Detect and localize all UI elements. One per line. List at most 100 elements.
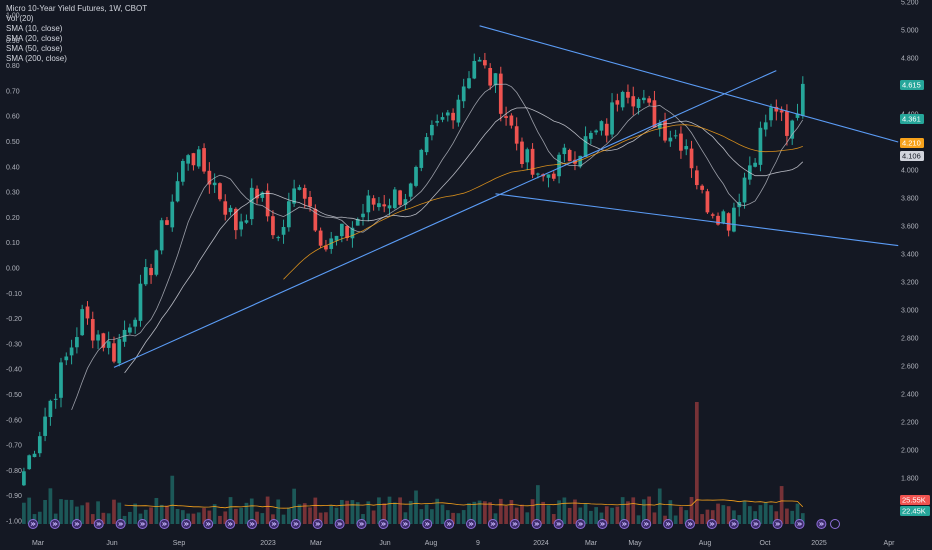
- event-icon-arrows: [381, 522, 387, 526]
- event-icon[interactable]: [422, 519, 433, 529]
- price-tag-label: 4.210: [902, 139, 921, 148]
- candle-body: [143, 267, 148, 285]
- candle-body: [583, 136, 588, 158]
- event-icon[interactable]: [487, 519, 498, 529]
- event-icon[interactable]: [93, 519, 104, 529]
- event-icon[interactable]: [531, 519, 542, 529]
- event-icon-arrows: [205, 522, 211, 526]
- sma10-line: [71, 83, 804, 411]
- candle-body: [292, 188, 296, 204]
- volume-bar: [599, 512, 604, 524]
- event-icon[interactable]: [115, 519, 126, 529]
- volume-bar: [403, 512, 408, 524]
- event-icon[interactable]: [794, 519, 805, 529]
- candle-body: [302, 188, 307, 199]
- volume-bar: [355, 502, 360, 524]
- candle-body: [408, 183, 413, 197]
- event-icon[interactable]: [290, 519, 301, 529]
- event-icon[interactable]: [466, 519, 476, 529]
- x-axis: Mar Jun Sep 2023 Mar Jun Aug 9 2024 Mar May Aug Oct 2…: [32, 540, 895, 547]
- volume-bar: [170, 475, 175, 524]
- candle-body: [138, 283, 143, 321]
- candle-body: [186, 155, 191, 164]
- chart-title: Micro 10-Year Yield Futures, 1W, CBOT: [6, 4, 148, 13]
- candle-body: [117, 339, 122, 364]
- event-icon[interactable]: [312, 519, 323, 529]
- volume-bar: [233, 508, 238, 524]
- price-tag-bg: [900, 495, 930, 505]
- event-icon[interactable]: [444, 519, 455, 529]
- event-icon-arrows: [271, 522, 277, 526]
- event-icon[interactable]: [816, 519, 827, 529]
- left-axis-label: 0.50: [6, 139, 20, 146]
- left-axis-label: -0.10: [6, 291, 22, 298]
- price-tag-label: 22.45K: [902, 507, 926, 516]
- volume-bar: [451, 512, 455, 524]
- event-icon[interactable]: [663, 519, 674, 529]
- trendline: [495, 193, 899, 247]
- candle-body: [668, 137, 673, 142]
- event-icon[interactable]: [619, 519, 630, 529]
- candle-body: [276, 237, 281, 239]
- x-axis-label: Jun: [106, 540, 117, 547]
- event-icon[interactable]: [772, 519, 783, 529]
- candle-body: [260, 192, 265, 198]
- right-axis-label: 3.000: [901, 308, 919, 315]
- volume-bar: [700, 514, 704, 524]
- volume-bar: [530, 499, 535, 524]
- volume-bar: [795, 503, 800, 524]
- event-icon[interactable]: [334, 519, 345, 529]
- volume-bar: [541, 501, 546, 524]
- candle-body: [424, 137, 429, 153]
- event-icon[interactable]: [509, 519, 520, 529]
- volume-bar: [244, 502, 249, 524]
- event-icon[interactable]: [728, 519, 739, 529]
- event-icon[interactable]: [225, 519, 236, 529]
- event-icon[interactable]: [181, 519, 192, 529]
- event-icon[interactable]: [268, 519, 279, 529]
- candle-body: [525, 149, 530, 163]
- event-icon[interactable]: [203, 519, 214, 529]
- x-axis-label: Aug: [699, 540, 712, 547]
- event-icon[interactable]: [553, 519, 564, 529]
- event-icon-arrows: [643, 522, 649, 526]
- candle-body: [599, 121, 604, 131]
- sma-lines: [71, 83, 804, 411]
- volume-bar: [387, 496, 392, 524]
- event-icon[interactable]: [641, 519, 652, 529]
- event-icon[interactable]: [706, 519, 717, 529]
- volume-bar: [255, 511, 259, 524]
- event-icon[interactable]: [159, 519, 170, 529]
- event-icon[interactable]: [49, 519, 60, 529]
- right-axis-label: 2.400: [901, 392, 919, 399]
- volume-bar: [567, 507, 572, 524]
- candle-body: [43, 416, 47, 436]
- candle-body: [504, 116, 508, 118]
- event-icon[interactable]: [400, 519, 411, 529]
- event-icon[interactable]: [28, 519, 38, 529]
- event-icon[interactable]: [750, 519, 761, 529]
- event-icon[interactable]: [685, 519, 695, 529]
- right-axis-label: 5.200: [901, 0, 919, 7]
- event-icon[interactable]: [378, 519, 389, 529]
- event-icon[interactable]: [137, 519, 148, 529]
- event-icons[interactable]: [28, 519, 840, 529]
- candle-body: [800, 83, 805, 116]
- candle-body: [271, 216, 275, 236]
- volume-bars: [22, 402, 805, 524]
- candle-body: [361, 213, 365, 218]
- price-tag: 4.361: [900, 114, 924, 124]
- event-icon[interactable]: [575, 519, 586, 529]
- volume-bar: [276, 499, 281, 524]
- candle-body: [647, 98, 651, 103]
- event-icon[interactable]: [597, 519, 608, 529]
- event-icon[interactable]: [356, 519, 367, 529]
- left-axis-label: -0.90: [6, 493, 22, 500]
- candle-body: [514, 126, 519, 144]
- event-icon[interactable]: [247, 519, 257, 529]
- candle-body: [567, 149, 572, 162]
- volume-bar: [657, 488, 662, 524]
- volume-bar: [414, 490, 418, 524]
- event-icon[interactable]: [71, 519, 82, 529]
